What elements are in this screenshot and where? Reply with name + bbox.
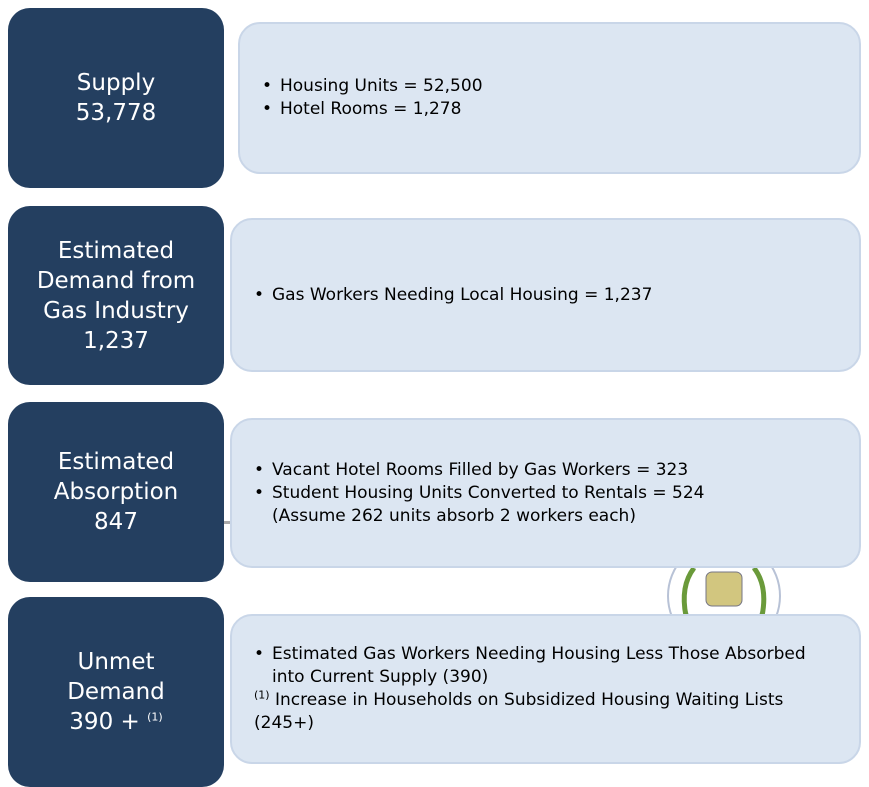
bullet-text: Gas Workers Needing Local Housing = 1,23…: [272, 284, 653, 305]
page: Housing Units = 52,500 Hotel Rooms = 1,27…: [0, 0, 869, 771]
label-line: Estimated: [58, 236, 174, 266]
label-box: Supply 53,778: [8, 8, 224, 188]
label-line: 390 + (1): [69, 707, 162, 737]
bullet: Vacant Hotel Rooms Filled by Gas Workers…: [254, 459, 832, 482]
detail-box: Vacant Hotel Rooms Filled by Gas Workers…: [230, 418, 861, 568]
label-text: Gas Industry: [43, 297, 189, 324]
county-seal: [667, 556, 781, 636]
label-line: Gas Industry: [43, 296, 189, 326]
label-text: 847: [94, 509, 138, 535]
label-text: 53,778: [75, 100, 157, 126]
bullet: Estimated Gas Workers Needing Housing Le…: [254, 643, 832, 689]
bullet: Hotel Rooms = 1,278: [262, 98, 840, 121]
bullet-text: Vacant Hotel Rooms Filled by Gas Workers…: [272, 459, 689, 480]
detail-box: Estimated Gas Workers Needing Housing Le…: [230, 614, 861, 764]
bullet-text: Housing Units = 52,500: [280, 76, 483, 96]
label-text: Demand from: [36, 267, 196, 294]
footnote-marker: (1): [254, 688, 270, 702]
label-text: 1,237: [83, 327, 149, 354]
label-line: Estimated: [58, 447, 174, 477]
footnote-text: Increase in Households on Subsidized Hou…: [254, 690, 784, 733]
label-text: Estimated: [57, 237, 175, 264]
bullet-text: Estimated Gas Workers Needing Housing Le…: [272, 644, 806, 687]
label-box: Estimated Absorption 847: [8, 402, 224, 582]
label-text: Estimated: [57, 449, 175, 475]
label-line: Supply: [77, 68, 155, 98]
label-text: 390 +: [69, 709, 148, 735]
bullet: Housing Units = 52,500: [262, 75, 840, 98]
label-line: Absorption: [54, 477, 179, 507]
label-text: Demand: [67, 679, 165, 705]
bullet-text: Hotel Rooms = 1,278: [280, 99, 462, 119]
label-text: Unmet: [77, 649, 155, 675]
label-box: Unmet Demand 390 + (1): [8, 597, 224, 787]
footnote: (1) Increase in Households on Subsidized…: [254, 689, 814, 735]
detail-box: Housing Units = 52,500 Hotel Rooms = 1,27…: [238, 22, 861, 174]
label-text: Absorption: [53, 479, 179, 505]
label-superscript: (1): [147, 710, 163, 724]
label-line: 53,778: [76, 98, 156, 128]
label-box: Estimated Demand from Gas Industry 1,237: [8, 206, 224, 385]
bullet: Student Housing Units Converted to Renta…: [254, 482, 832, 528]
label-line: Unmet: [78, 647, 155, 677]
label-line: 847: [94, 507, 138, 537]
label-text: Supply: [76, 70, 156, 96]
bullet: Gas Workers Needing Local Housing = 1,23…: [254, 284, 832, 307]
bullet-subtext: (Assume 262 units absorb 2 workers each): [272, 505, 636, 526]
label-line: 1,237: [83, 326, 149, 356]
label-line: Demand: [67, 677, 165, 707]
label-line: Demand from: [37, 266, 195, 296]
bullet-text: Student Housing Units Converted to Renta…: [272, 482, 705, 503]
detail-box: Gas Workers Needing Local Housing = 1,23…: [230, 218, 861, 372]
